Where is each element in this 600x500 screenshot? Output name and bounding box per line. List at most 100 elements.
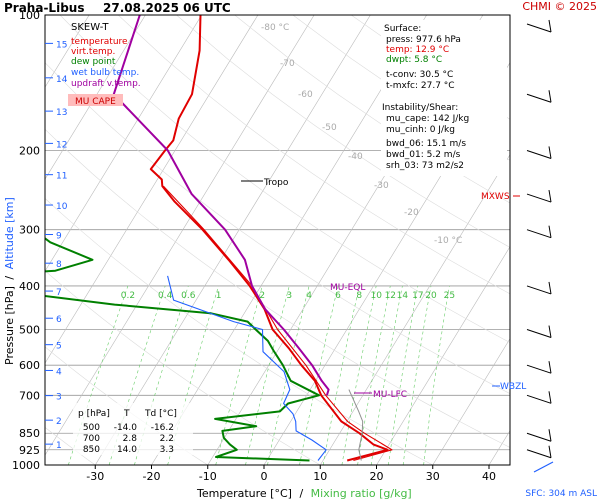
isotherm-label: -40	[348, 152, 363, 162]
wind-barb-staff	[526, 285, 552, 295]
wind-barb-icon	[526, 189, 552, 203]
mixing-ratio-line	[341, 285, 377, 465]
altitude-tick-label: 8	[56, 260, 62, 270]
mixing-ratio-label: 20	[425, 291, 437, 301]
isotherm-line	[376, 246, 510, 465]
surface-title: Surface:	[384, 24, 421, 34]
surface-tconv: t-conv: 30.5 °C	[386, 70, 453, 80]
table-row-850-p: 850	[83, 445, 100, 455]
wind-barb-icon	[526, 391, 552, 404]
wind-barb-flag	[548, 391, 552, 404]
isotherm-line	[45, 15, 146, 180]
mixing-ratio-line	[322, 285, 360, 465]
wind-barb-staff	[526, 394, 552, 404]
isotherm-line	[432, 338, 510, 465]
x-tick-label: 40	[482, 470, 496, 483]
wind-barb-icon	[526, 361, 552, 374]
isotherm-line	[151, 15, 427, 465]
table-header-p: p [hPa]	[78, 409, 110, 419]
mu-cinh-value: mu_cinh: 0 J/kg	[386, 125, 455, 135]
legend: SKEW-T temperature virt.temp. dew point …	[68, 22, 141, 107]
y-axis-title-pressure: Pressure [hPa]	[3, 286, 16, 365]
pressure-tick-label: 400	[19, 280, 40, 293]
legend-title: SKEW-T	[71, 22, 109, 33]
wind-barb-flag	[548, 146, 552, 159]
wind-barb-staff	[526, 432, 552, 442]
isotherm-label: -10 °C	[434, 236, 462, 246]
altitude-tick-label: 10	[56, 202, 68, 212]
isotherm-label: -60	[298, 90, 313, 100]
mixing-ratio-label: 0.4	[158, 291, 173, 301]
x-axis-title-sep: /	[299, 487, 303, 500]
mu-eql-label: MU-EQL	[330, 283, 365, 293]
table-row-700-td: 2.2	[160, 434, 174, 444]
mxws-label: MXWS	[481, 192, 510, 202]
x-axis-title-mixing: Mixing ratio [g/kg]	[311, 487, 412, 500]
y-axis-title-sep: /	[3, 276, 16, 280]
x-tick-label: -20	[143, 470, 161, 483]
wind-barb-flag	[548, 361, 552, 374]
wind-barb-flag	[548, 429, 552, 442]
legend-temperature: temperature	[71, 37, 128, 47]
mu-lfc-label: MU-LFC	[373, 390, 407, 400]
altitude-tick-label: 1	[56, 441, 62, 451]
series-dew-pointline	[45, 237, 320, 462]
series-updraft-v-temp-line	[112, 15, 330, 396]
wind-barb-flag	[548, 325, 552, 338]
wind-barb-icon	[526, 445, 552, 459]
altitude-tick-label: 4	[56, 367, 62, 377]
wind-barb-icon	[526, 281, 552, 295]
isotherm-label: -80 °C	[261, 23, 289, 33]
mixing-ratio-line	[299, 285, 339, 465]
altitude-tick-label: 3	[56, 393, 62, 403]
x-axis-title-temp: Temperature [°C]	[196, 487, 292, 500]
wind-barb-staff	[526, 149, 552, 159]
dry-adiabat-line	[234, 15, 510, 204]
table-row-500-t: -14.0	[114, 423, 138, 433]
annotations: Tropo MU-EQL MU-LFC WBZL MXWS	[241, 178, 526, 400]
dry-adiabat-line	[117, 15, 510, 295]
datetime-title: 27.08.2025 06 UTC	[103, 1, 231, 15]
table-row-700-p: 700	[83, 434, 100, 444]
mixing-ratio-label: 1	[216, 291, 222, 301]
wind-barb-icon	[526, 19, 552, 33]
series-temperatureline	[149, 15, 389, 462]
mixing-ratio-line	[68, 285, 129, 465]
copyright: CHMI © 2025	[522, 0, 597, 13]
mixing-ratio-label: 6	[335, 291, 341, 301]
mixing-ratio-line	[388, 285, 419, 465]
mixing-ratio-label: 2	[259, 291, 265, 301]
tropo-label: Tropo	[263, 178, 289, 188]
series-dry-adiabat-parcel-line	[348, 389, 364, 461]
mixing-ratio-label: 8	[356, 291, 362, 301]
pressure-tick-label: 200	[19, 144, 40, 157]
bwd01-value: bwd_01: 5.2 m/s	[386, 150, 461, 160]
altitude-tick-label: 6	[56, 315, 62, 325]
altitude-tick-label: 9	[56, 232, 62, 242]
table-header-td: Td [°C]	[144, 409, 177, 419]
dry-adiabat-line	[59, 15, 510, 343]
series-virt-temp-line	[162, 185, 393, 462]
legend-wet-bulb: wet bulb temp.	[71, 68, 139, 78]
legend-dew-point: dew point	[71, 57, 116, 67]
wind-barb-flag	[548, 281, 552, 295]
x-tick-label: 10	[313, 470, 327, 483]
x-tick-label: 30	[426, 470, 440, 483]
mixing-ratio-label: 0.2	[121, 291, 135, 301]
dry-adiabat-line	[45, 270, 321, 465]
altitude-tick-label: 12	[56, 140, 67, 150]
wind-barb-flag	[548, 19, 552, 33]
x-tick-label: -10	[199, 470, 217, 483]
x-tick-label: -30	[86, 470, 104, 483]
pressure-tick-label: 1000	[12, 459, 40, 472]
table-header-t: T	[123, 409, 130, 419]
wind-barb-staff	[526, 329, 552, 339]
pressure-tick-label: 500	[19, 324, 40, 337]
wind-barb-staff	[526, 93, 552, 103]
isotherm-label: -50	[322, 123, 337, 133]
info-panel-bg	[381, 20, 507, 176]
pressure-tick-label: 600	[19, 359, 40, 372]
level-table-bg	[73, 403, 193, 455]
station-title: Praha-Libus	[4, 1, 84, 15]
